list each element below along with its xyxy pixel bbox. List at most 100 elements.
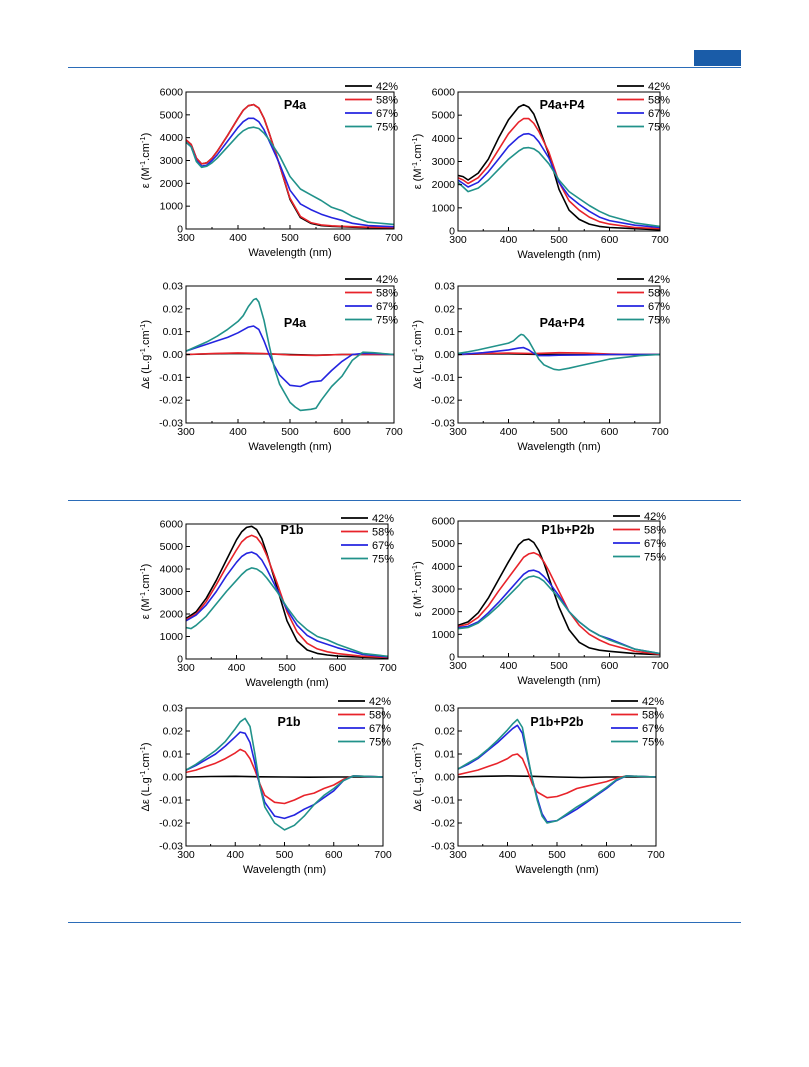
y-tick-label: 0.00 [435,772,456,784]
x-axis-label: Wavelength (nm) [248,247,331,259]
x-tick-label: 400 [500,426,518,438]
series-line-58pct [186,748,383,805]
x-tick-label: 500 [550,234,568,246]
series-line-42pct [458,538,660,656]
y-axis-label: Δε (L.g-1.cm-1) [410,742,425,811]
legend-label: 67% [376,108,398,120]
chart-title: P4a+P4 [540,98,585,112]
y-tick-label: 4000 [432,133,456,145]
x-tick-label: 500 [281,232,299,244]
chart-abs-P1b: 300 400 500 600 700 0 1000 2000 3000 4000 5000 6000… [138,513,397,689]
x-tick-label: 300 [449,849,467,861]
y-tick-label: 0.00 [435,349,456,361]
chart-cd-P4a+P4: 300 400 500 600 700 -0.03 -0.02 -0.01 0.00 0.01 0.… [410,274,671,453]
legend-label: 42% [369,696,391,708]
x-tick-label: 400 [500,234,518,246]
y-tick-label: 2000 [432,179,456,191]
y-tick-label: 3000 [160,155,184,167]
x-tick-label: 600 [601,660,619,672]
series-line-67pct [186,551,388,658]
series-line-67pct [186,325,394,388]
legend-label: 42% [642,696,664,708]
x-axis-label: Wavelength (nm) [515,864,598,876]
series-line-67pct [458,132,660,229]
legend-label: 42% [372,513,394,525]
x-tick-label: 700 [651,660,669,672]
series-line-58pct [186,534,388,659]
chart-title: P1b [281,523,304,537]
legend-label: 75% [642,737,664,749]
legend-label: 75% [648,122,670,134]
chart-title: P1b+P2b [541,523,595,537]
y-axis-label: Δε (L.g-1.cm-1) [138,320,153,389]
y-tick-label: -0.01 [159,372,183,384]
y-tick-label: 2000 [432,606,456,618]
y-tick-label: -0.03 [431,841,455,853]
legend-label: 67% [369,723,391,735]
x-tick-label: 500 [281,426,299,438]
series-line-75pct [186,567,388,658]
legend-label: 58% [376,288,398,300]
series-line-58pct [458,117,660,230]
x-tick-label: 600 [333,426,351,438]
legend-label: 75% [648,315,670,327]
legend-label: 75% [376,122,398,134]
legend-label: 75% [372,554,394,566]
x-tick-label: 300 [177,232,195,244]
chart-cd-P4a: 300 400 500 600 700 -0.03 -0.02 -0.01 0.00 0.01 0.… [138,274,403,453]
y-tick-label: -0.02 [431,818,455,830]
legend-label: 58% [376,95,398,107]
y-tick-label: 0.01 [163,749,184,761]
x-tick-label: 300 [449,426,467,438]
x-axis-label: Wavelength (nm) [517,675,600,687]
legend-label: 42% [376,81,398,93]
legend-label: 67% [642,723,664,735]
x-tick-label: 500 [550,660,568,672]
series-line-58pct [458,551,660,656]
legend-label: 58% [642,710,664,722]
legend-label: 75% [644,552,666,564]
y-axis-label: Δε (L.g-1.cm-1) [410,320,425,389]
legend-label: 67% [644,538,666,550]
series-line-75pct [458,575,660,655]
legend-label: 58% [648,95,670,107]
y-tick-label: 1000 [432,629,456,641]
y-axis-label: ε (M-1.cm-1) [410,561,425,617]
chart-title: P1b+P2b [530,715,584,729]
y-tick-label: 0 [449,226,455,238]
x-axis-label: Wavelength (nm) [243,864,326,876]
x-tick-label: 300 [449,660,467,672]
series-line-67pct [458,346,660,357]
chart-cd-P1b: 300 400 500 600 700 -0.03 -0.02 -0.01 0.00 0.01 0.… [138,696,392,876]
y-tick-label: 2000 [160,609,184,621]
legend-label: 67% [372,540,394,552]
series-line-75pct [458,333,660,371]
x-tick-label: 700 [651,426,669,438]
y-tick-label: -0.01 [159,795,183,807]
x-tick-label: 400 [499,849,517,861]
y-tick-label: -0.01 [431,372,455,384]
y-axis-label: Δε (L.g-1.cm-1) [138,742,153,811]
legend-label: 67% [648,108,670,120]
x-tick-label: 400 [229,232,247,244]
y-tick-label: 0.02 [163,303,184,315]
x-tick-label: 600 [601,426,619,438]
y-tick-label: 0 [177,224,183,236]
plot-frame [457,520,661,658]
y-tick-label: 0.01 [435,326,456,338]
x-tick-label: 600 [598,849,616,861]
y-axis-label: ε (M-1.cm-1) [138,133,153,189]
legend-label: 67% [648,301,670,313]
x-tick-label: 700 [379,662,397,674]
y-tick-label: 5000 [432,110,456,122]
legend-label: 42% [648,274,670,286]
x-tick-label: 300 [177,426,195,438]
chart-cd-P1b+P2b: 300 400 500 600 700 -0.03 -0.02 -0.01 0.00 0.01 0.… [410,696,665,876]
y-tick-label: 6000 [432,87,456,99]
y-tick-label: 0 [177,654,183,666]
y-tick-label: -0.01 [431,795,455,807]
x-tick-label: 700 [647,849,665,861]
series-line-58pct [186,103,394,229]
series-line-42pct [458,103,660,231]
